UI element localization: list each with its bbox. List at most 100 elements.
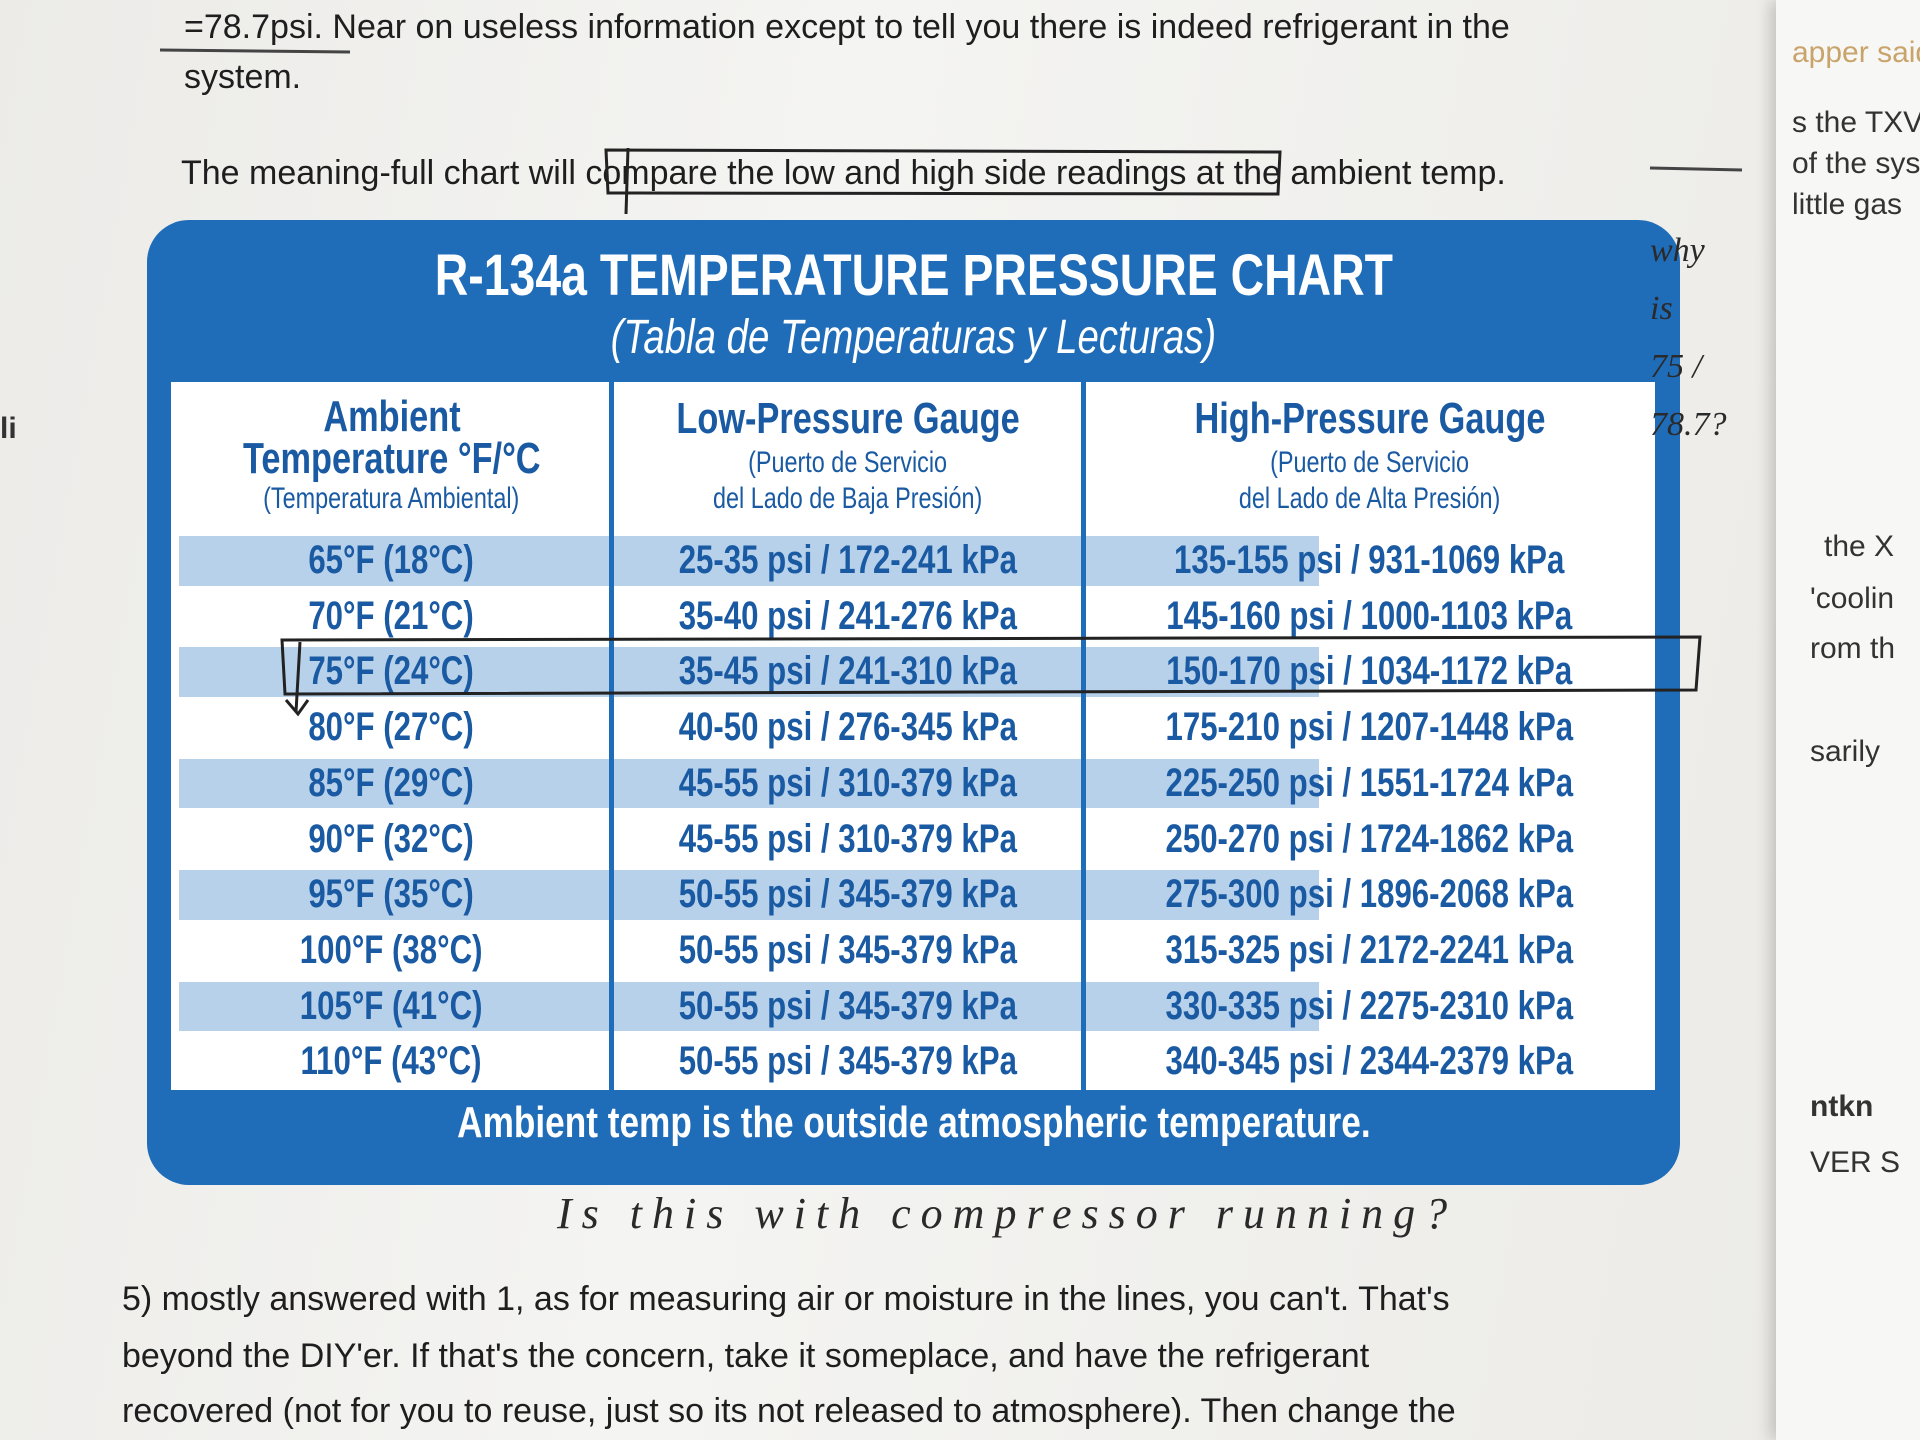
cell-text: 50-55 psi / 345-379 kPa [678, 872, 1018, 917]
table-cell: 45-55 psi / 310-379 kPa [612, 812, 1084, 868]
cell-text: 50-55 psi / 345-379 kPa [678, 983, 1018, 1028]
cell-text: 145-160 psi / 1000-1103 kPa [1166, 593, 1573, 638]
table-cell: 225-250 psi / 1551-1724 kPa [1084, 756, 1655, 812]
table-cell: 90°F (32°C) [171, 812, 612, 868]
table-cell: 35-40 psi / 241-276 kPa [612, 589, 1084, 645]
pen-stroke [159, 48, 1743, 172]
text-line: beyond the DIY'er. If that's the concern… [122, 1337, 1370, 1375]
table-cell: 275-300 psi / 1896-2068 kPa [1084, 867, 1655, 923]
table-cell: 145-160 psi / 1000-1103 kPa [1084, 589, 1655, 645]
cell-text: 175-210 psi / 1207-1448 kPa [1165, 705, 1574, 750]
margin-note-line: 78.7? [1650, 406, 1727, 443]
cell-text: 150-170 psi / 1034-1172 kPa [1166, 649, 1573, 694]
table-cell: 340-345 psi / 2344-2379 kPa [1084, 1034, 1655, 1090]
table-cell: 75°F (24°C) [171, 644, 612, 700]
cell-text: 35-40 psi / 241-276 kPa [678, 593, 1018, 638]
title-text: R-134a TEMPERATURE PRESSURE CHART [434, 243, 1393, 308]
table-cell: 250-270 psi / 1724-1862 kPa [1084, 812, 1655, 868]
cell-text: 90°F (32°C) [308, 816, 475, 861]
page-fragment: VER S [1810, 1146, 1901, 1179]
table-cell: 330-335 psi / 2275-2310 kPa [1084, 979, 1655, 1035]
header-text: (Puerto de Servicio [1270, 446, 1469, 479]
cell-text: 225-250 psi / 1551-1724 kPa [1165, 760, 1574, 805]
cell-text: 45-55 psi / 310-379 kPa [678, 816, 1018, 861]
page-fragment: of the sys [1792, 147, 1920, 180]
cell-text: 40-50 psi / 276-345 kPa [678, 705, 1018, 750]
table-cell: 175-210 psi / 1207-1448 kPa [1084, 700, 1655, 756]
page-fragment: rom th [1810, 632, 1896, 665]
column-header: Ambient Temperature °F/°C (Temperatura Amb… [171, 382, 612, 533]
column-header: High-Pressure Gauge (Puerto de Servicio de… [1084, 382, 1655, 533]
cell-text: 45-55 psi / 310-379 kPa [678, 760, 1018, 805]
card-footer: Ambient temp is the outside atmospheric … [147, 1098, 1680, 1148]
header-line: del Lado de Alta Presión) [1084, 482, 1655, 516]
table-cell: 65°F (18°C) [171, 533, 612, 589]
header-text: Temperature °F/°C [242, 434, 541, 483]
cell-text: 25-35 psi / 172-241 kPa [678, 538, 1018, 582]
header-line: del Lado de Baja Presión) [612, 482, 1084, 516]
card-subtitle: (Tabla de Temperaturas y Lecturas) [147, 310, 1680, 365]
cell-text: 50-55 psi / 345-379 kPa [678, 927, 1018, 972]
table-cell: 50-55 psi / 345-379 kPa [612, 923, 1084, 979]
header-text: (Puerto de Servicio [748, 446, 948, 479]
card-title: R-134a TEMPERATURE PRESSURE CHART [147, 242, 1680, 309]
header-text: Ambient [322, 392, 461, 441]
cell-text: 315-325 psi / 2172-2241 kPa [1165, 927, 1574, 972]
page-fragment: little gas [1792, 188, 1903, 221]
table-cell: 70°F (21°C) [171, 589, 612, 645]
column-divider [609, 382, 614, 1090]
page-fragment: s the TXV [1792, 106, 1920, 139]
margin-note-line: is [1650, 290, 1673, 327]
header-line: (Puerto de Servicio [612, 446, 1084, 480]
text-line: recovered (not for you to reuse, just so… [122, 1392, 1456, 1430]
table-cell: 35-45 psi / 241-310 kPa [612, 644, 1084, 700]
cell-text: 250-270 psi / 1724-1862 kPa [1165, 816, 1574, 861]
header-text: Low-Pressure Gauge [676, 394, 1020, 443]
cell-text: 100°F (38°C) [300, 927, 483, 972]
cell-text: 85°F (29°C) [308, 760, 475, 805]
cell-text: 340-345 psi / 2344-2379 kPa [1165, 1039, 1574, 1084]
table-cell: 50-55 psi / 345-379 kPa [612, 867, 1084, 923]
cell-text: 65°F (18°C) [308, 538, 475, 582]
table-cell: 50-55 psi / 345-379 kPa [612, 1034, 1084, 1090]
footer-text: Ambient temp is the outside atmospheric … [456, 1098, 1371, 1147]
cell-text: 95°F (35°C) [308, 872, 475, 917]
cell-text: 35-45 psi / 241-310 kPa [678, 649, 1018, 694]
table-cell: 50-55 psi / 345-379 kPa [612, 979, 1084, 1035]
left-page: li [0, 0, 30, 1440]
cell-text: 75°F (24°C) [308, 649, 475, 694]
cell-text: 330-335 psi / 2275-2310 kPa [1165, 983, 1574, 1028]
row-stripe [179, 536, 1319, 586]
cell-text: 275-300 psi / 1896-2068 kPa [1165, 872, 1574, 917]
column-header: Low-Pressure Gauge (Puerto de Servicio del… [612, 382, 1084, 533]
table-cell: 80°F (27°C) [171, 700, 612, 756]
header-line: Ambient [171, 392, 612, 442]
margin-note-line: 75 / [1650, 348, 1702, 385]
text-line: 5) mostly answered with 1, as for measur… [122, 1280, 1450, 1318]
row-stripe [179, 981, 1319, 1032]
text-line: =78.7psi. Near on useless information ex… [184, 8, 1510, 46]
header-text: del Lado de Alta Presión) [1238, 482, 1501, 515]
page-fragment: li [0, 412, 17, 445]
header-line: High-Pressure Gauge [1084, 394, 1655, 444]
text-line: The meaning-full chart will compare the … [181, 154, 1506, 192]
cell-text: 105°F (41°C) [300, 983, 483, 1028]
handwritten-note: Is this with compressor running? [557, 1189, 1458, 1238]
page-fragment: sarily [1810, 735, 1881, 768]
page-fragment: 'coolin [1810, 582, 1895, 615]
page-fragment: ntkn [1810, 1090, 1874, 1123]
pressure-table: 65°F (18°C) 25-35 psi / 172-241 kPa 135-15… [171, 382, 1655, 1090]
header-text: del Lado de Baja Presión) [713, 482, 983, 515]
margin-note: why is 75 / 78.7? [1650, 222, 1727, 454]
cell-text: 50-55 psi / 345-379 kPa [678, 1039, 1018, 1084]
header-text: (Temperatura Ambiental) [263, 482, 520, 515]
table-cell: 105°F (41°C) [171, 979, 612, 1035]
right-page: apper said s the TXV of the sys little gas t… [1776, 0, 1920, 1440]
cell-text: 70°F (21°C) [308, 593, 475, 638]
table-cell: 150-170 psi / 1034-1172 kPa [1084, 644, 1655, 700]
row-stripe [179, 870, 1319, 920]
table-cell: 100°F (38°C) [171, 923, 612, 979]
page-fragment: apper said [1792, 36, 1920, 69]
table-cell: 95°F (35°C) [171, 867, 612, 923]
